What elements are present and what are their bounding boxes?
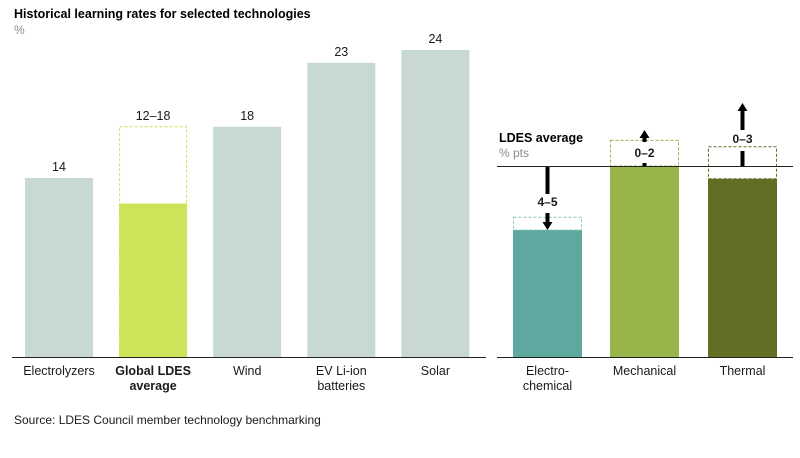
deviation-label-thermal: 0–3 (732, 132, 752, 146)
ldes-unit-label: % pts (499, 146, 529, 160)
category-label-electro-chemical: chemical (523, 379, 572, 393)
right-bars: 4–5 0–2 0–3 (513, 103, 777, 357)
deviation-arrow-mechanical-tail (642, 163, 647, 166)
category-label-mechanical: Mechanical (613, 364, 676, 378)
category-label-wind: Wind (233, 364, 262, 378)
category-label-global-ldes-average: average (129, 379, 176, 393)
source-note: Source: LDES Council member technology b… (14, 413, 321, 427)
data-label-solar: 24 (428, 32, 442, 46)
deviation-label-electro-chemical: 4–5 (537, 195, 557, 209)
right-category-labels: Electro-chemical Mechanical Thermal (523, 364, 766, 393)
chart-title: Historical learning rates for selected t… (14, 7, 311, 21)
data-label-ev-li-ion-batteries: 23 (334, 45, 348, 59)
category-label-thermal: Thermal (720, 364, 766, 378)
category-label-ev-li-ion-batteries: batteries (317, 379, 365, 393)
category-label-ev-li-ion-batteries: EV Li-ion (316, 364, 367, 378)
deviation-label-mechanical: 0–2 (634, 146, 654, 160)
left-bars: 14 12–18 18 23 24 (25, 32, 470, 358)
deviation-arrow-mechanical-head (639, 130, 650, 138)
bar-electrolyzers (25, 177, 93, 357)
bar-electro-chemical (513, 230, 582, 357)
deviation-arrow-electro-chemical-head (542, 222, 553, 230)
bar-wind (213, 126, 282, 357)
category-label-solar: Solar (421, 364, 450, 378)
bar-mechanical (610, 166, 679, 357)
bar-thermal (708, 178, 777, 357)
category-label-electro-chemical: Electro- (526, 364, 569, 378)
category-label-global-ldes-average: Global LDES (115, 364, 191, 378)
bar-ev-li-ion-batteries (307, 62, 376, 358)
data-label-electrolyzers: 14 (52, 160, 66, 174)
bar-solar (401, 50, 470, 357)
range-outline-electro-chemical (513, 216, 582, 231)
data-label-global-ldes-average: 12–18 (136, 109, 171, 123)
deviation-arrow-thermal-head (737, 103, 748, 111)
category-label-electrolyzers: Electrolyzers (23, 364, 95, 378)
unit-label: % (14, 23, 25, 37)
ldes-average-label: LDES average (499, 131, 583, 145)
bar-global-ldes-average (119, 203, 188, 357)
data-label-wind: 18 (240, 109, 254, 123)
